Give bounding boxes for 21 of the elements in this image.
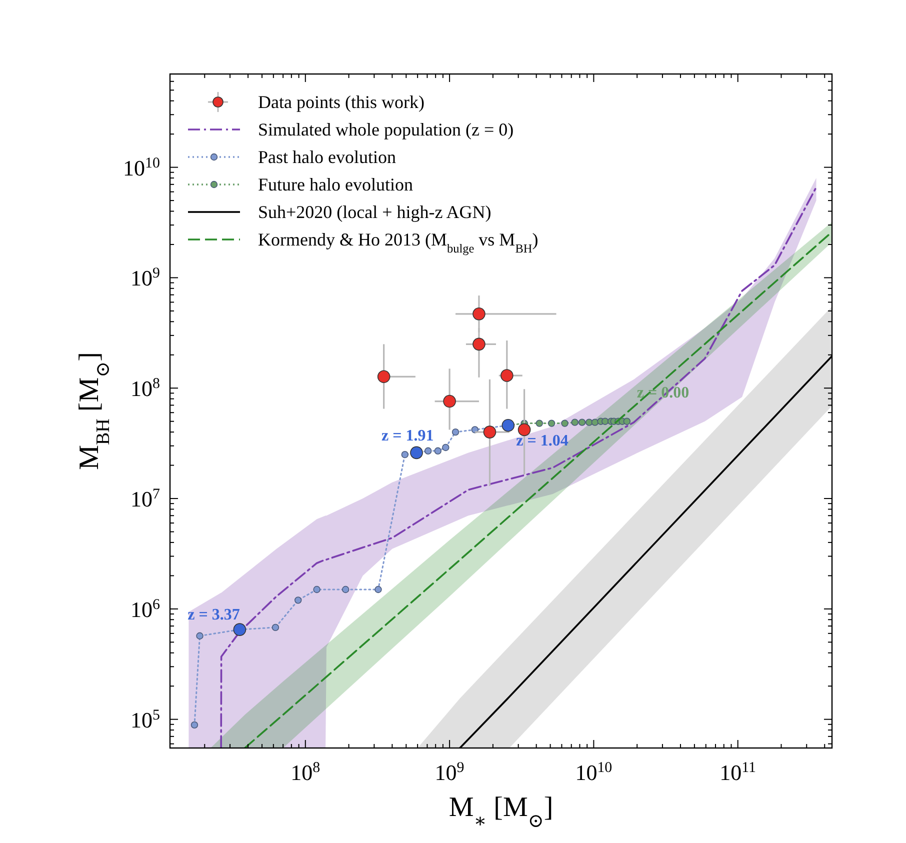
legend-label: Data points (this work) — [258, 92, 424, 112]
y-tick-label: 10$^{8}$ — [130, 376, 160, 402]
annotation: z = 1.04 — [516, 432, 568, 450]
annotation: z = 0.00 — [636, 384, 690, 402]
x-tick-label: 10$^{9}$ — [434, 760, 464, 785]
legend-label: Future halo evolution — [258, 174, 413, 194]
legend-label: Past halo evolution — [258, 147, 396, 167]
x-tick-label: 10$^{11}$ — [720, 760, 756, 785]
y-tick-label: 10$^{7}$ — [130, 486, 161, 512]
x-axis-title: M$_{∗}$ [M$_{⊙}$] — [448, 792, 554, 832]
y-tick-label: 10$^{10}$ — [123, 155, 160, 180]
legend-label: Suh+2020 (local + high-z AGN) — [258, 202, 492, 222]
y-tick-label: 10$^{5}$ — [130, 707, 160, 732]
legend-label: Simulated whole population (z = 0) — [258, 120, 514, 140]
annotation: z = 3.37 — [188, 606, 240, 624]
x-tick-label: 10$^{8}$ — [290, 760, 320, 785]
y-tick-label: 10$^{9}$ — [130, 266, 160, 291]
legend-label: Kormendy & Ho 2013 (M$_{bulge}$ vs M$_{BH}$) — [258, 230, 538, 256]
x-tick-label: 10$^{10}$ — [575, 760, 612, 785]
annotation: z = 1.91 — [382, 428, 434, 445]
y-tick-label: 10$^{6}$ — [130, 596, 161, 622]
